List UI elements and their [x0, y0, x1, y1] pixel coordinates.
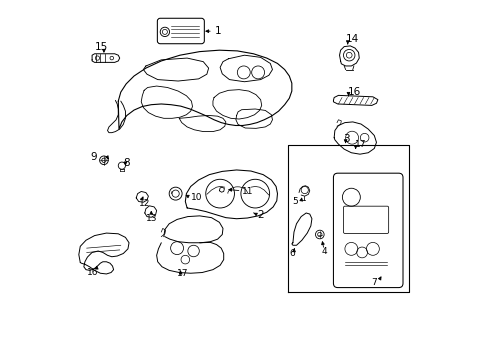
- Text: 2: 2: [257, 210, 263, 220]
- Text: 16: 16: [347, 87, 360, 97]
- Text: 5: 5: [291, 197, 297, 206]
- Text: 3: 3: [343, 134, 349, 144]
- Text: 4: 4: [321, 247, 326, 256]
- Text: 7: 7: [370, 278, 376, 287]
- Text: 12: 12: [139, 199, 150, 208]
- Text: 17: 17: [354, 140, 366, 149]
- Text: 15: 15: [94, 42, 108, 52]
- Text: 6: 6: [289, 249, 294, 258]
- Text: 11: 11: [242, 187, 253, 196]
- Text: 10: 10: [190, 193, 202, 202]
- Text: 8: 8: [123, 158, 130, 168]
- Text: 1: 1: [214, 26, 221, 36]
- Text: 14: 14: [345, 35, 358, 44]
- Text: 9: 9: [90, 152, 97, 162]
- Text: 13: 13: [145, 213, 157, 222]
- Text: 17: 17: [177, 269, 188, 278]
- Text: 16: 16: [87, 268, 99, 277]
